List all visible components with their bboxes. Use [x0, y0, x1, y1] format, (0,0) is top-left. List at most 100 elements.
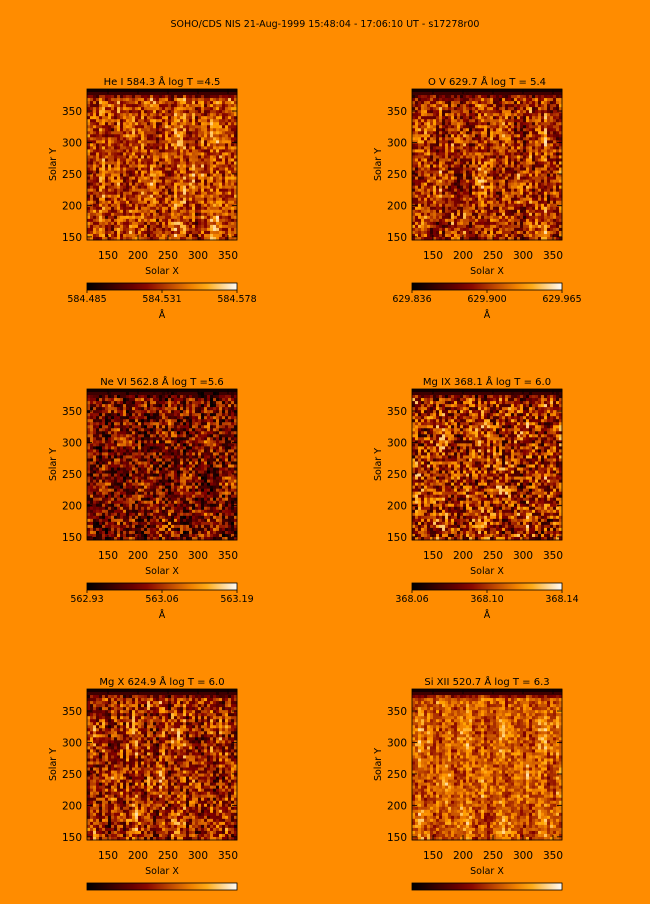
x-tick-label: 200: [128, 850, 148, 862]
x-axis-label: Solar X: [470, 266, 504, 277]
x-tick-label: 250: [158, 850, 178, 862]
colorbar-tick-label: 584.531: [142, 294, 181, 305]
colorbar-tick-label: 563.19: [220, 594, 253, 605]
x-axis-label: Solar X: [145, 266, 179, 277]
y-tick-label: 300: [387, 437, 407, 449]
colorbar: [412, 583, 562, 590]
x-tick-label: 350: [218, 550, 238, 562]
heatmap-image: [87, 389, 237, 540]
chart-title: Si XII 520.7 Å log T = 6.3: [424, 675, 549, 688]
y-axis-label: Solar Y: [373, 148, 384, 181]
y-tick-label: 350: [387, 406, 407, 418]
heatmap-image: [412, 689, 562, 840]
x-tick-label: 300: [188, 850, 208, 862]
y-tick-label: 150: [62, 832, 82, 844]
x-tick-label: 350: [543, 550, 563, 562]
y-tick-label: 300: [387, 737, 407, 749]
colorbar-tick-label: 368.10: [470, 594, 503, 605]
x-tick-label: 250: [158, 250, 178, 262]
x-tick-label: 250: [483, 250, 503, 262]
x-tick-label: 300: [513, 850, 533, 862]
chart-title: Mg X 624.9 Å log T = 6.0: [99, 675, 224, 688]
x-axis-label: Solar X: [470, 866, 504, 877]
y-tick-label: 350: [62, 406, 82, 418]
chart-title: Mg IX 368.1 Å log T = 6.0: [423, 375, 551, 388]
y-axis-label: Solar Y: [373, 748, 384, 781]
x-tick-label: 350: [543, 250, 563, 262]
heatmap-image: [87, 689, 237, 840]
chart-panel-6: Si XII 520.7 Å log T = 6.3 150 200 250 300 35…: [373, 675, 563, 890]
y-tick-label: 350: [387, 106, 407, 118]
x-tick-label: 200: [128, 550, 148, 562]
chart-panel-5: Mg X 624.9 Å log T = 6.0 150 200 250 300 350 1…: [48, 675, 238, 890]
colorbar-unit-label: Å: [159, 309, 166, 321]
y-tick-label: 200: [62, 500, 82, 512]
colorbar-unit-label: Å: [484, 309, 491, 321]
y-tick-label: 150: [387, 232, 407, 244]
x-axis-label: Solar X: [145, 866, 179, 877]
x-tick-label: 150: [423, 550, 443, 562]
chart-title: Ne VI 562.8 Å log T =5.6: [100, 375, 224, 388]
x-tick-label: 250: [483, 850, 503, 862]
y-tick-label: 300: [62, 437, 82, 449]
y-tick-label: 250: [62, 469, 82, 481]
x-tick-label: 200: [453, 250, 473, 262]
y-tick-label: 150: [62, 532, 82, 544]
colorbar-tick-label: 562.93: [70, 594, 103, 605]
x-tick-label: 250: [158, 550, 178, 562]
chart-panel-3: Ne VI 562.8 Å log T =5.6 150 200 250 300 350 1…: [48, 375, 254, 621]
colorbar-unit-label: Å: [484, 609, 491, 621]
y-tick-label: 250: [62, 169, 82, 181]
y-tick-label: 150: [387, 532, 407, 544]
y-tick-label: 250: [387, 469, 407, 481]
y-tick-label: 200: [387, 500, 407, 512]
y-tick-label: 200: [387, 200, 407, 212]
colorbar-tick-label: 563.06: [145, 594, 178, 605]
heatmap-image: [87, 89, 237, 240]
colorbar-tick-label: 629.836: [392, 294, 431, 305]
colorbar-tick-label: 584.485: [67, 294, 106, 305]
y-tick-label: 150: [387, 832, 407, 844]
y-tick-label: 200: [62, 200, 82, 212]
x-tick-label: 350: [543, 850, 563, 862]
y-tick-label: 200: [387, 800, 407, 812]
y-tick-label: 300: [62, 737, 82, 749]
y-tick-label: 300: [62, 137, 82, 149]
colorbar-tick-label: 368.06: [395, 594, 428, 605]
chart-panel-4: Mg IX 368.1 Å log T = 6.0 150 200 250 300 350…: [373, 375, 579, 621]
x-axis-label: Solar X: [470, 566, 504, 577]
y-axis-label: Solar Y: [373, 448, 384, 481]
x-tick-label: 150: [98, 250, 118, 262]
x-tick-label: 150: [98, 850, 118, 862]
chart-title: O V 629.7 Å log T = 5.4: [428, 75, 546, 88]
x-axis-label: Solar X: [145, 566, 179, 577]
colorbar-tick-label: 629.900: [467, 294, 506, 305]
chart-title: He I 584.3 Å log T =4.5: [104, 75, 221, 88]
y-axis-label: Solar Y: [48, 148, 59, 181]
x-tick-label: 200: [128, 250, 148, 262]
x-tick-label: 350: [218, 850, 238, 862]
colorbar: [87, 283, 237, 290]
x-tick-label: 200: [453, 550, 473, 562]
colorbar: [87, 583, 237, 590]
y-tick-label: 250: [62, 769, 82, 781]
colorbar: [412, 883, 562, 890]
x-tick-label: 250: [483, 550, 503, 562]
colorbar-tick-label: 584.578: [217, 294, 256, 305]
y-tick-label: 250: [387, 769, 407, 781]
y-axis-label: Solar Y: [48, 448, 59, 481]
colorbar: [87, 883, 237, 890]
y-axis-label: Solar Y: [48, 748, 59, 781]
x-tick-label: 350: [218, 250, 238, 262]
colorbar-tick-label: 368.14: [545, 594, 578, 605]
x-tick-label: 300: [513, 550, 533, 562]
x-tick-label: 150: [98, 550, 118, 562]
y-tick-label: 300: [387, 137, 407, 149]
heatmap-image: [412, 89, 562, 240]
y-tick-label: 350: [387, 706, 407, 718]
x-tick-label: 300: [188, 250, 208, 262]
y-tick-label: 350: [62, 706, 82, 718]
figure-title: SOHO/CDS NIS 21-Aug-1999 15:48:04 - 17:0…: [171, 19, 480, 30]
